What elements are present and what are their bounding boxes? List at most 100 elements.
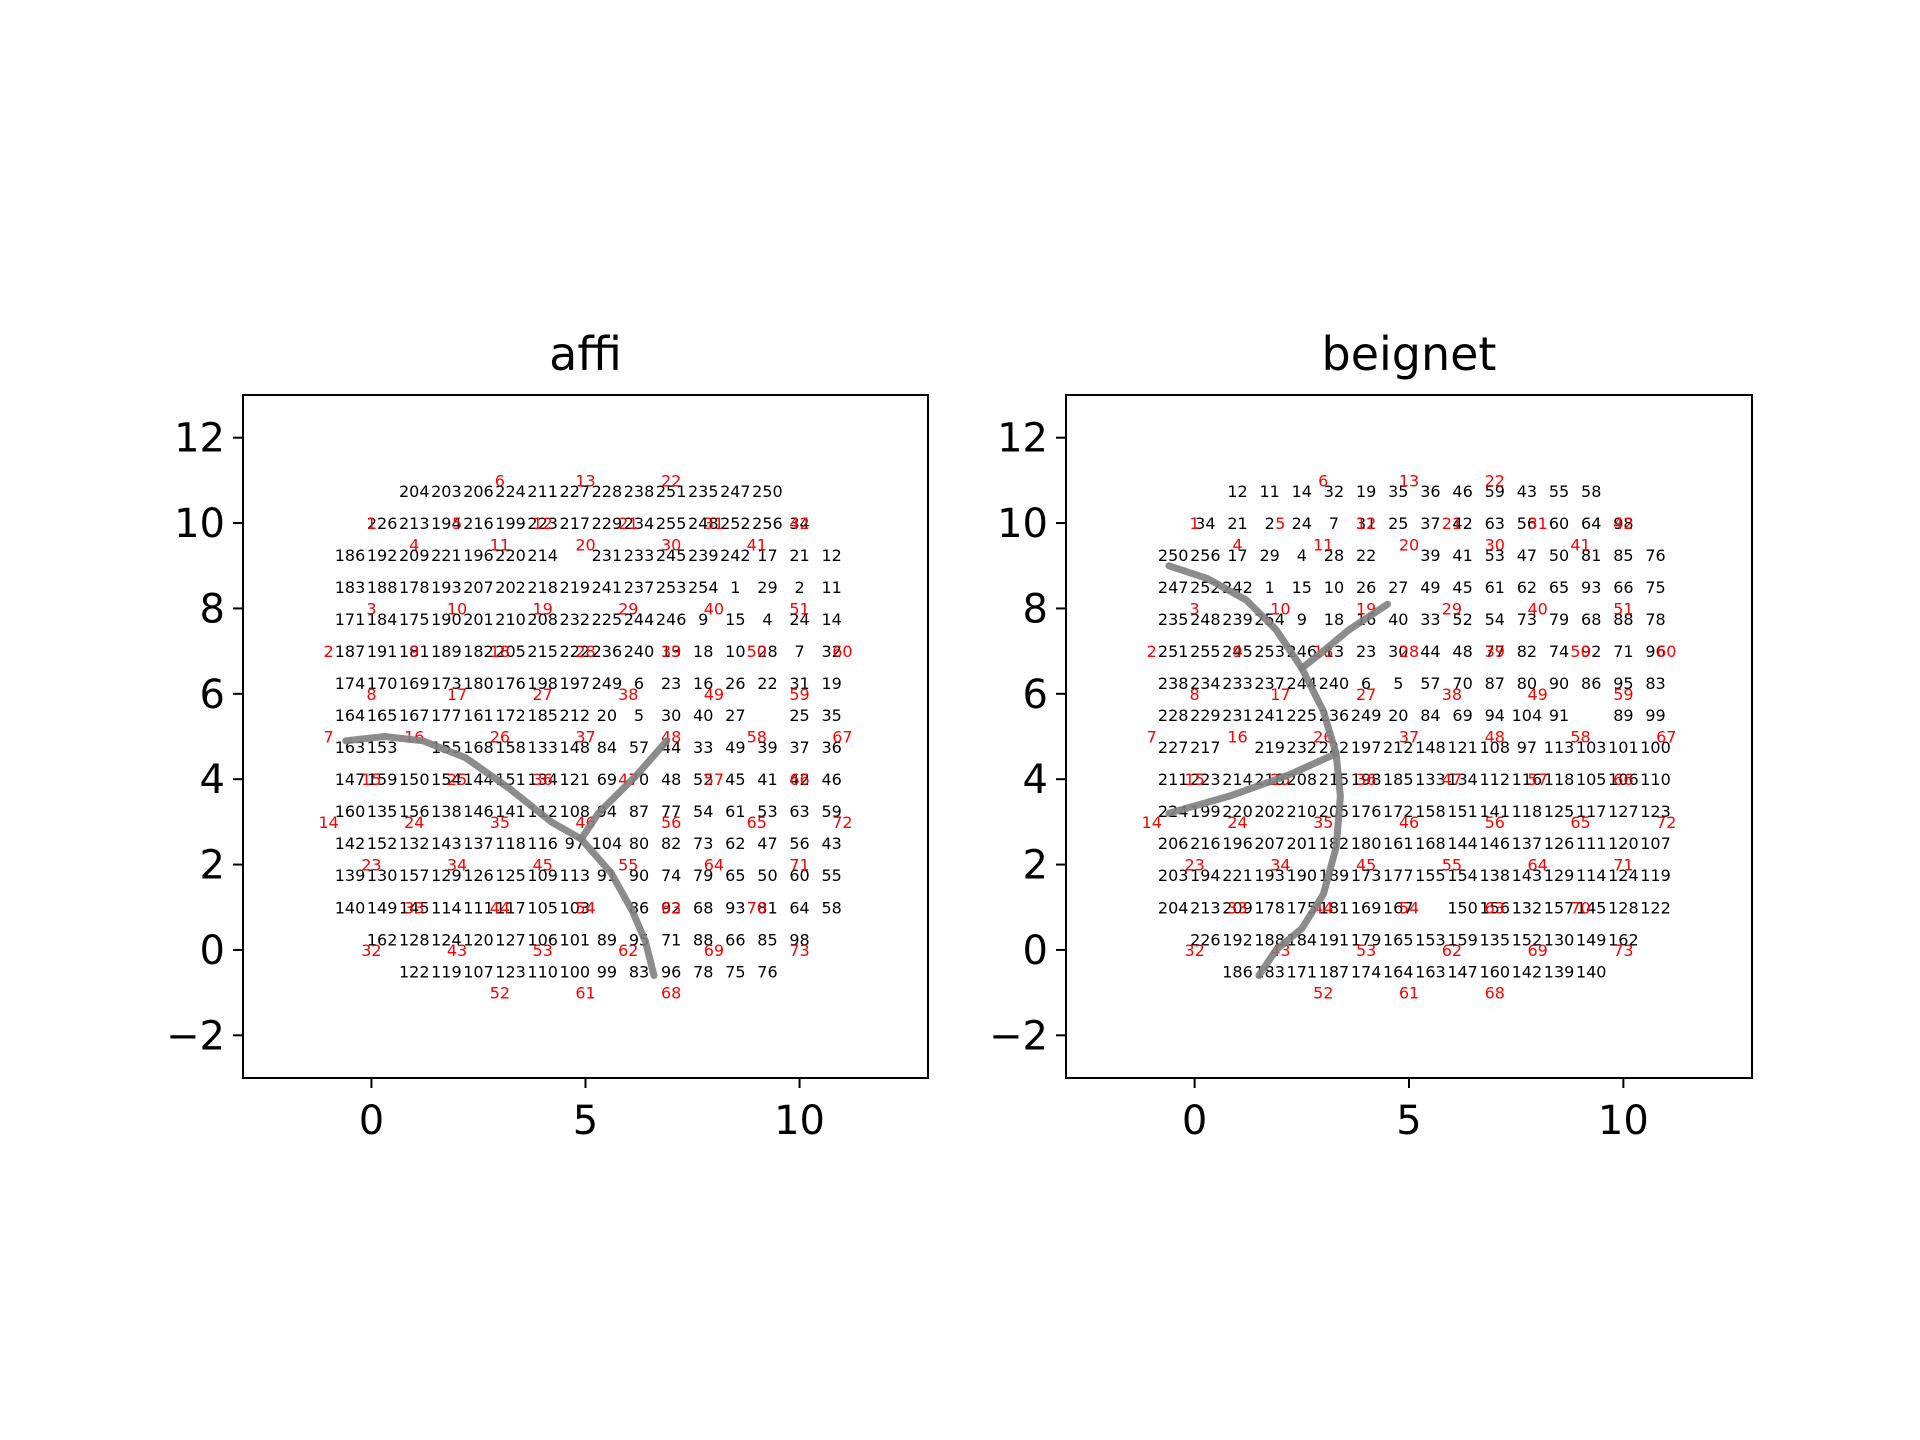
grid-label: 98 bbox=[1613, 514, 1633, 533]
grid-label: 164 bbox=[335, 706, 366, 725]
grid-label: 121 bbox=[1447, 738, 1478, 757]
grid-label: 159 bbox=[1447, 930, 1478, 949]
grid-label: 177 bbox=[1383, 866, 1414, 885]
grid-label: 46 bbox=[821, 770, 841, 789]
red-label: 14 bbox=[1142, 813, 1162, 832]
grid-label: 113 bbox=[560, 866, 591, 885]
grid-label: 149 bbox=[367, 898, 398, 917]
red-label: 54 bbox=[1399, 898, 1419, 917]
red-label: 15 bbox=[1184, 770, 1204, 789]
y-tick-label: 2 bbox=[200, 843, 225, 889]
grid-label: 100 bbox=[560, 962, 591, 981]
grid-label: 43 bbox=[1517, 482, 1537, 501]
grid-label: 135 bbox=[367, 802, 398, 821]
grid-label: 203 bbox=[1158, 866, 1189, 885]
red-label: 62 bbox=[618, 941, 638, 960]
red-label: 29 bbox=[618, 599, 638, 618]
grid-label: 15 bbox=[1292, 578, 1312, 597]
red-label: 29 bbox=[1442, 599, 1462, 618]
grid-label: 19 bbox=[821, 674, 841, 693]
grid-label: 193 bbox=[431, 578, 462, 597]
grid-label: 119 bbox=[431, 962, 462, 981]
grid-label: 141 bbox=[495, 802, 526, 821]
grid-label: 82 bbox=[661, 834, 681, 853]
x-tick-label: 10 bbox=[1598, 1098, 1649, 1144]
grid-label: 241 bbox=[592, 578, 623, 597]
red-label: 15 bbox=[361, 770, 381, 789]
y-tick-label: 10 bbox=[174, 501, 225, 547]
grid-label: 37 bbox=[789, 738, 809, 757]
grid-label: 219 bbox=[560, 578, 591, 597]
grid-label: 122 bbox=[399, 962, 430, 981]
grid-label: 162 bbox=[1608, 930, 1639, 949]
red-label: 10 bbox=[447, 599, 467, 618]
grid-label: 191 bbox=[1319, 930, 1350, 949]
grid-label: 111 bbox=[1576, 834, 1607, 853]
grid-label: 220 bbox=[495, 546, 526, 565]
red-label: 10 bbox=[1270, 599, 1290, 618]
x-tick-label: 10 bbox=[774, 1098, 825, 1144]
grid-label: 164 bbox=[1383, 962, 1414, 981]
grid-label: 111 bbox=[463, 898, 494, 917]
grid-label: 218 bbox=[527, 578, 558, 597]
grid-label: 188 bbox=[367, 578, 398, 597]
grid-label: 187 bbox=[335, 642, 366, 661]
red-label: 3 bbox=[366, 599, 376, 618]
red-label: 27 bbox=[533, 685, 553, 704]
grid-label: 174 bbox=[1351, 962, 1382, 981]
grid-label: 56 bbox=[789, 834, 809, 853]
grid-label: 10 bbox=[1324, 578, 1344, 597]
grid-label: 175 bbox=[399, 610, 430, 629]
red-label: 21 bbox=[1442, 514, 1462, 533]
red-label: 36 bbox=[533, 770, 553, 789]
red-label: 6 bbox=[495, 471, 505, 490]
grid-label: 117 bbox=[1576, 802, 1607, 821]
grid-label: 12 bbox=[821, 546, 841, 565]
grid-label: 162 bbox=[367, 930, 398, 949]
red-label: 45 bbox=[533, 856, 553, 875]
red-label: 39 bbox=[661, 642, 681, 661]
grid-label: 55 bbox=[821, 866, 841, 885]
grid-label: 47 bbox=[1517, 546, 1537, 565]
grid-label: 62 bbox=[1517, 578, 1537, 597]
grid-label: 58 bbox=[1581, 482, 1601, 501]
grid-label: 172 bbox=[1383, 802, 1414, 821]
grid-label: 105 bbox=[1576, 770, 1607, 789]
grid-label: 65 bbox=[1549, 578, 1569, 597]
red-label: 20 bbox=[1399, 535, 1419, 554]
grid-label: 55 bbox=[1549, 482, 1569, 501]
grid-label: 247 bbox=[1158, 578, 1189, 597]
red-label: 68 bbox=[1485, 984, 1505, 1003]
x-tick-label: 0 bbox=[359, 1098, 384, 1144]
grid-label: 173 bbox=[431, 674, 462, 693]
grid-label: 178 bbox=[399, 578, 430, 597]
grid-label: 155 bbox=[1415, 866, 1446, 885]
red-label: 53 bbox=[533, 941, 553, 960]
grid-label: 135 bbox=[1479, 930, 1510, 949]
grid-label: 143 bbox=[431, 834, 462, 853]
red-label: 2 bbox=[324, 642, 334, 661]
grid-label: 213 bbox=[1190, 898, 1221, 917]
grid-label: 213 bbox=[399, 514, 430, 533]
red-label: 11 bbox=[490, 535, 510, 554]
grid-label: 110 bbox=[1640, 770, 1671, 789]
y-tick-label: 0 bbox=[1023, 928, 1048, 974]
grid-label: 197 bbox=[1351, 738, 1382, 757]
grid-label: 75 bbox=[1645, 578, 1665, 597]
grid-label: 87 bbox=[1485, 674, 1505, 693]
grid-label: 168 bbox=[463, 738, 494, 757]
grid-label: 161 bbox=[463, 706, 494, 725]
grid-label: 61 bbox=[725, 802, 745, 821]
grid-label: 190 bbox=[1287, 866, 1318, 885]
grid-label: 142 bbox=[335, 834, 366, 853]
grid-label: 254 bbox=[688, 578, 719, 597]
grid-label: 48 bbox=[661, 770, 681, 789]
x-tick-label: 5 bbox=[1396, 1098, 1421, 1144]
grid-label: 149 bbox=[1576, 930, 1607, 949]
grid-label: 53 bbox=[1485, 546, 1505, 565]
grid-label: 91 bbox=[1549, 706, 1569, 725]
grid-label: 147 bbox=[1447, 962, 1478, 981]
red-label: 1 bbox=[1190, 514, 1200, 533]
red-label: 28 bbox=[575, 642, 595, 661]
grid-label: 22 bbox=[757, 674, 777, 693]
